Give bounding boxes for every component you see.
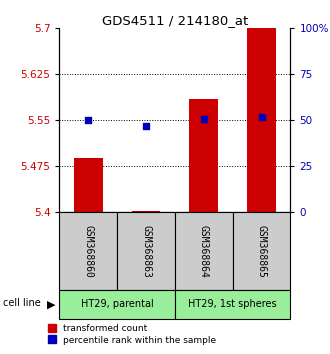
Point [201, 116, 207, 121]
Text: GSM368865: GSM368865 [256, 225, 267, 278]
Text: HT29, 1st spheres: HT29, 1st spheres [188, 299, 277, 309]
Bar [59, 212, 117, 290]
Bar [175, 212, 233, 290]
Bar [189, 99, 218, 212]
Bar [247, 28, 276, 212]
Title: GDS4511 / 214180_at: GDS4511 / 214180_at [102, 14, 248, 27]
Text: ▶: ▶ [47, 299, 55, 309]
Bar [175, 290, 290, 319]
Bar [74, 158, 103, 212]
Point [86, 118, 91, 123]
Bar [117, 212, 175, 290]
Text: GSM368863: GSM368863 [141, 225, 151, 278]
Text: cell line: cell line [3, 298, 41, 308]
Legend: transformed count, percentile rank within the sample: transformed count, percentile rank withi… [48, 323, 217, 346]
Bar [233, 212, 290, 290]
Text: GSM368860: GSM368860 [83, 225, 93, 278]
Point [143, 123, 148, 129]
Bar [59, 290, 175, 319]
Text: HT29, parental: HT29, parental [81, 299, 153, 309]
Text: GSM368864: GSM368864 [199, 225, 209, 278]
Point [259, 114, 264, 120]
Bar [132, 211, 160, 212]
